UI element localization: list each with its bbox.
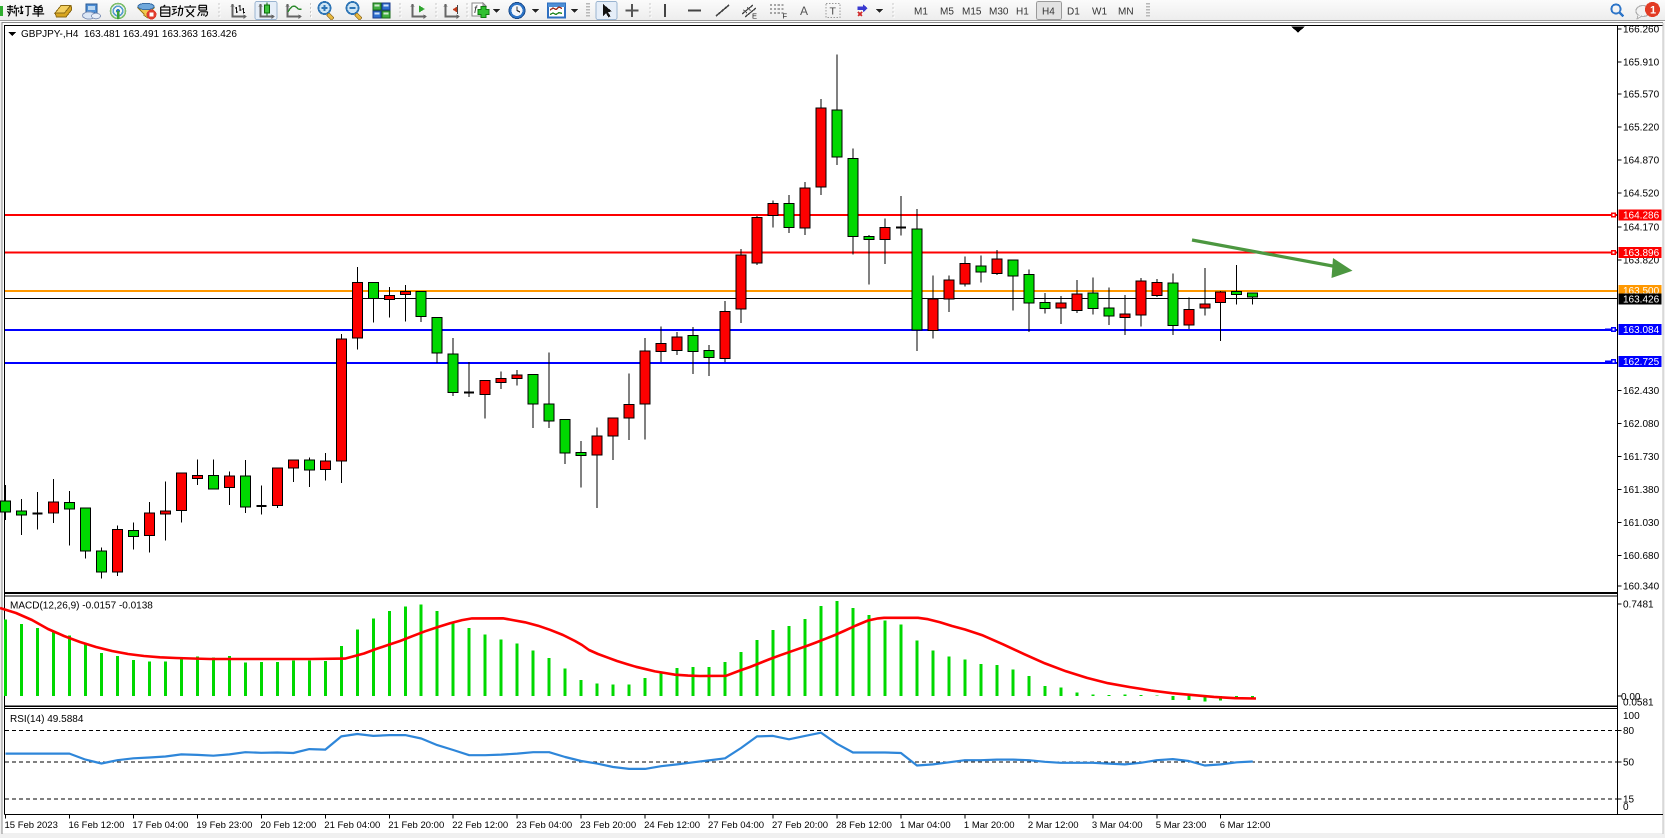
svg-text:50: 50 <box>1623 758 1635 769</box>
svg-text:164.286: 164.286 <box>1623 211 1660 222</box>
svg-text:15 Feb 2023: 15 Feb 2023 <box>5 820 58 831</box>
svg-text:5 Mar 23:00: 5 Mar 23:00 <box>1156 820 1207 831</box>
svg-text:163.896: 163.896 <box>1623 248 1660 259</box>
svg-text:D1: D1 <box>1067 7 1080 18</box>
svg-text:21 Feb 04:00: 21 Feb 04:00 <box>324 820 380 831</box>
svg-text:163.084: 163.084 <box>1623 325 1660 336</box>
svg-text:23 Feb 20:00: 23 Feb 20:00 <box>580 820 636 831</box>
svg-text:165.570: 165.570 <box>1623 90 1660 101</box>
svg-text:22 Feb 12:00: 22 Feb 12:00 <box>452 820 508 831</box>
svg-text:23 Feb 04:00: 23 Feb 04:00 <box>516 820 572 831</box>
svg-text:0.7481: 0.7481 <box>1623 600 1654 611</box>
svg-text:0: 0 <box>1623 802 1629 813</box>
svg-text:163.500: 163.500 <box>1623 286 1660 297</box>
svg-text:162.725: 162.725 <box>1623 357 1660 368</box>
svg-text:164.520: 164.520 <box>1623 189 1660 200</box>
svg-text:20 Feb 12:00: 20 Feb 12:00 <box>260 820 316 831</box>
svg-text:T: T <box>830 6 837 18</box>
svg-text:E: E <box>752 12 757 21</box>
svg-text:H1: H1 <box>1016 7 1029 18</box>
svg-text:W1: W1 <box>1092 7 1107 18</box>
svg-text:28 Feb 12:00: 28 Feb 12:00 <box>836 820 892 831</box>
svg-text:1 Mar 20:00: 1 Mar 20:00 <box>964 820 1015 831</box>
svg-text:161.030: 161.030 <box>1623 518 1660 529</box>
svg-text:80: 80 <box>1623 726 1635 737</box>
svg-text:165.910: 165.910 <box>1623 58 1660 69</box>
svg-text:0.0581: 0.0581 <box>1623 698 1654 709</box>
svg-text:1 Mar 04:00: 1 Mar 04:00 <box>900 820 951 831</box>
svg-text:160.340: 160.340 <box>1623 582 1660 593</box>
svg-text:166.260: 166.260 <box>1623 25 1660 36</box>
svg-text:A: A <box>800 4 808 18</box>
svg-text:21 Feb 20:00: 21 Feb 20:00 <box>388 820 444 831</box>
svg-text:161.380: 161.380 <box>1623 485 1660 496</box>
svg-text:2 Mar 12:00: 2 Mar 12:00 <box>1028 820 1079 831</box>
svg-text:RSI(14) 49.5884: RSI(14) 49.5884 <box>10 714 84 725</box>
svg-text:0.00: 0.00 <box>1621 692 1641 703</box>
svg-text:164.870: 164.870 <box>1623 156 1660 167</box>
svg-text:163.426: 163.426 <box>1623 294 1660 305</box>
svg-text:164.170: 164.170 <box>1623 223 1660 234</box>
svg-text:H4: H4 <box>1042 7 1055 18</box>
svg-text:f: f <box>474 5 478 16</box>
svg-text:F: F <box>783 12 788 21</box>
svg-text:M30: M30 <box>989 7 1009 18</box>
svg-text:163.820: 163.820 <box>1623 256 1660 267</box>
svg-text:162.080: 162.080 <box>1623 419 1660 430</box>
svg-text:17 Feb 04:00: 17 Feb 04:00 <box>132 820 188 831</box>
svg-text:16 Feb 12:00: 16 Feb 12:00 <box>68 820 124 831</box>
svg-text:100: 100 <box>1623 711 1640 722</box>
svg-text:3 Mar 04:00: 3 Mar 04:00 <box>1092 820 1143 831</box>
svg-text:1: 1 <box>1650 5 1656 17</box>
svg-text:15: 15 <box>1623 795 1635 806</box>
svg-text:MN: MN <box>1118 7 1134 18</box>
svg-text:161.730: 161.730 <box>1623 452 1660 463</box>
svg-text:6 Mar 12:00: 6 Mar 12:00 <box>1220 820 1271 831</box>
svg-text:19 Feb 23:00: 19 Feb 23:00 <box>196 820 252 831</box>
svg-text:27 Feb 04:00: 27 Feb 04:00 <box>708 820 764 831</box>
svg-text:24 Feb 12:00: 24 Feb 12:00 <box>644 820 700 831</box>
svg-text:165.220: 165.220 <box>1623 123 1660 134</box>
svg-text:M5: M5 <box>940 7 954 18</box>
svg-text:M1: M1 <box>914 7 928 18</box>
svg-text:M15: M15 <box>962 7 982 18</box>
svg-text:162.430: 162.430 <box>1623 386 1660 397</box>
svg-text:GBPJPY-,H4 163.481 163.491 16: GBPJPY-,H4 163.481 163.491 163.363 163.4… <box>21 29 237 40</box>
svg-text:MACD(12,26,9) -0.0157 -0.0138: MACD(12,26,9) -0.0157 -0.0138 <box>10 601 153 612</box>
svg-text:160.680: 160.680 <box>1623 551 1660 562</box>
svg-text:27 Feb 20:00: 27 Feb 20:00 <box>772 820 828 831</box>
